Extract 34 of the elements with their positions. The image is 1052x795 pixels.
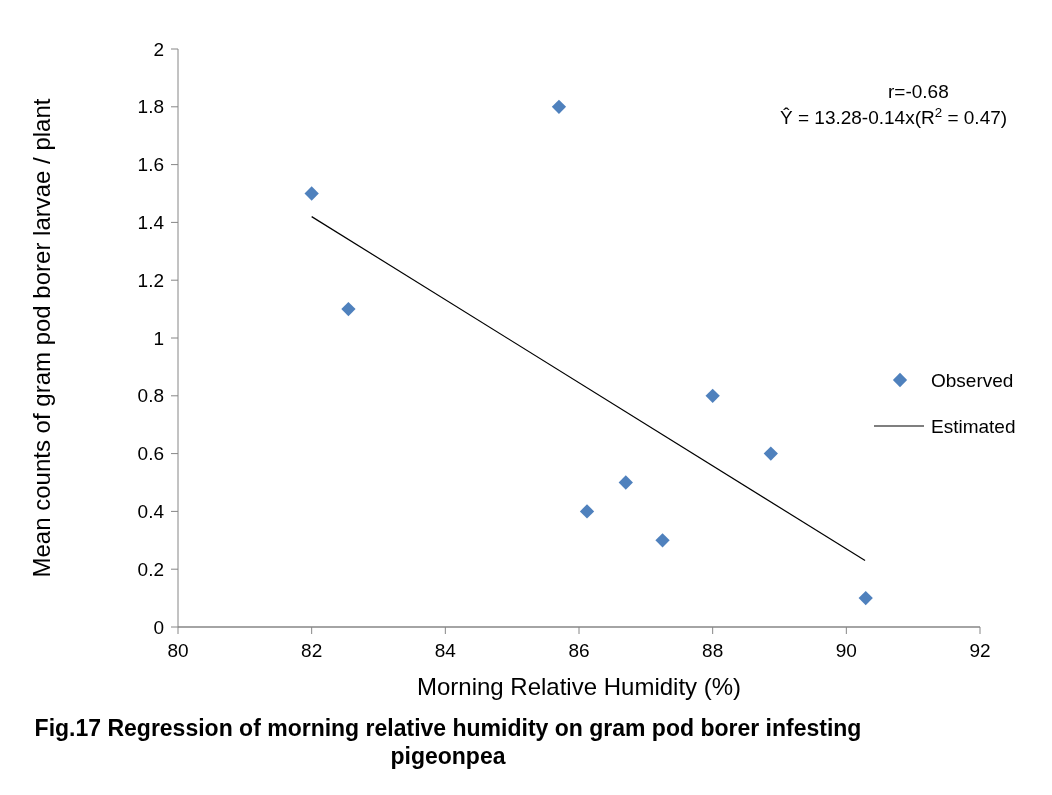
point <box>304 186 319 201</box>
point <box>858 590 873 606</box>
point <box>655 533 670 548</box>
point <box>579 504 595 519</box>
point <box>705 388 720 403</box>
x-tick-label: 88 <box>702 640 724 661</box>
x-axis-title: Morning Relative Humidity (%) <box>416 673 742 700</box>
y-tick-label: 1.8 <box>137 96 164 118</box>
x-tick-label: 80 <box>167 640 189 661</box>
y-tick-label: 0.2 <box>137 558 164 580</box>
y-tick-label: 1 <box>153 327 164 349</box>
annotation: Ŷ = 13.28-0.14x(R$^{2}$ = 0.47) <box>780 104 1008 128</box>
text: Fig.17 Regression of morning relative humidity on gram pod borer infesting pigeonpea <box>33 714 863 770</box>
x-tick-label: 92 <box>969 640 991 661</box>
y-tick-label: 0 <box>153 616 164 638</box>
y-tick-label: 1.4 <box>137 212 165 234</box>
x-tick-label: 82 <box>301 640 323 661</box>
x-tick-label: 84 <box>434 640 457 661</box>
y-tick-label: 2 <box>153 38 164 60</box>
y-tick-label: 1.2 <box>137 269 164 291</box>
y-axis-title: Mean counts of gram pod borer larvae / plant <box>28 98 55 578</box>
x-tick-label: 86 <box>568 640 590 661</box>
annotation: r=-0.68 <box>888 81 949 102</box>
point <box>763 446 778 461</box>
y-tick-label: 0.4 <box>137 501 165 523</box>
x-tick-label: 90 <box>835 640 857 661</box>
legend-label: Estimated <box>931 415 1016 437</box>
y-tick-label: 1.6 <box>137 154 164 176</box>
y-tick-label: 0.6 <box>137 443 164 465</box>
point <box>618 475 633 490</box>
y-tick-label: 0.8 <box>137 385 164 407</box>
point <box>341 301 356 317</box>
point <box>551 99 567 114</box>
legend-label: Observed <box>931 369 1014 391</box>
